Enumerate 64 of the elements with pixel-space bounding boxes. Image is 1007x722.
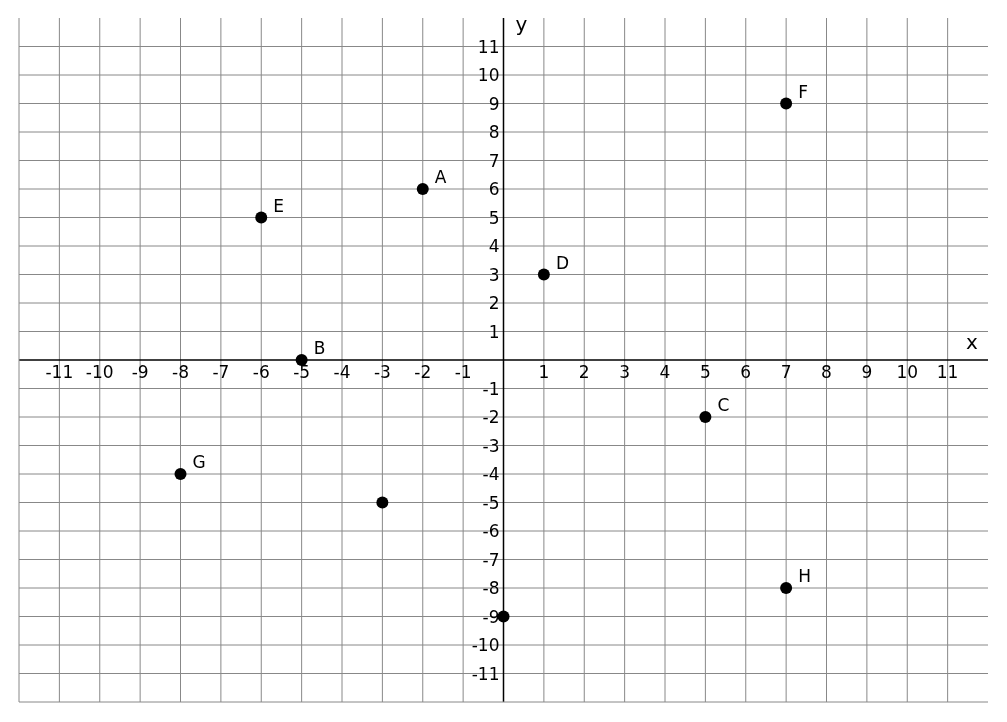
point [416,183,429,195]
x-tick-label: -7 [212,362,230,382]
x-tick-label: 8 [821,362,832,382]
y-tick-label: -2 [482,407,500,427]
x-tick-label: -6 [252,362,270,382]
x-tick-label: 7 [780,362,792,382]
annotation: G [192,452,206,472]
x-tick-label: 4 [659,362,671,382]
y-tick-label: 9 [488,93,500,114]
annotation: E [273,195,284,216]
x-tick-label: -11 [45,362,74,382]
x-axis-title: x [966,330,978,354]
point [174,468,187,480]
annotation: B [313,338,326,358]
x-tick-label: 5 [699,362,711,382]
y-tick-label: -5 [482,492,500,513]
x-tick-label: 6 [740,362,752,382]
annotation: H [798,566,811,586]
y-axis-title: y [515,12,528,36]
y-tick-label: -1 [482,378,500,399]
y-tick-label: -6 [482,521,500,541]
y-tick-label: 11 [477,36,500,57]
y-tick-label: -10 [471,635,500,655]
x-tick-label: -4 [333,362,351,382]
x-tick-label: 1 [538,362,550,382]
x-tick-label: 3 [619,362,631,382]
annotation: D [555,252,569,273]
y-tick-label: -4 [482,464,500,484]
annotation: C [717,395,730,415]
y-tick-label: -8 [482,578,500,598]
x-tick-label: -9 [131,362,149,382]
x-tick-label: 11 [936,362,959,382]
y-tick-label: -9 [482,606,500,627]
x-tick-label: 10 [896,362,919,382]
point [780,582,793,594]
point [497,610,510,623]
x-tick-label: -3 [373,362,391,382]
y-tick-label: 10 [477,65,500,85]
y-tick-label: 4 [488,236,500,256]
x-tick-label: -2 [414,362,432,382]
point [537,268,550,281]
point [255,211,268,224]
x-tick-label: -10 [85,362,114,382]
x-tick-label: 9 [861,362,873,382]
y-tick-label: -11 [471,663,500,684]
y-tick-label: 8 [488,122,500,142]
y-tick-label: -7 [482,549,500,570]
x-tick-label: 2 [578,362,590,382]
y-tick-label: 3 [488,264,500,285]
annotation: F [798,81,808,102]
y-tick-label: 2 [488,293,500,313]
y-tick-label: 7 [488,150,500,171]
y-tick-label: 1 [488,321,500,342]
point [780,97,793,110]
y-tick-label: -3 [482,435,500,456]
point [376,496,389,509]
point [699,411,712,423]
point [295,354,308,366]
y-tick-label: 5 [488,207,500,228]
y-tick-label: 6 [488,179,500,199]
x-tick-label: -1 [454,362,472,382]
x-tick-label: -8 [172,362,189,382]
annotation: A [434,167,447,187]
x-tick-label: -5 [293,362,311,382]
